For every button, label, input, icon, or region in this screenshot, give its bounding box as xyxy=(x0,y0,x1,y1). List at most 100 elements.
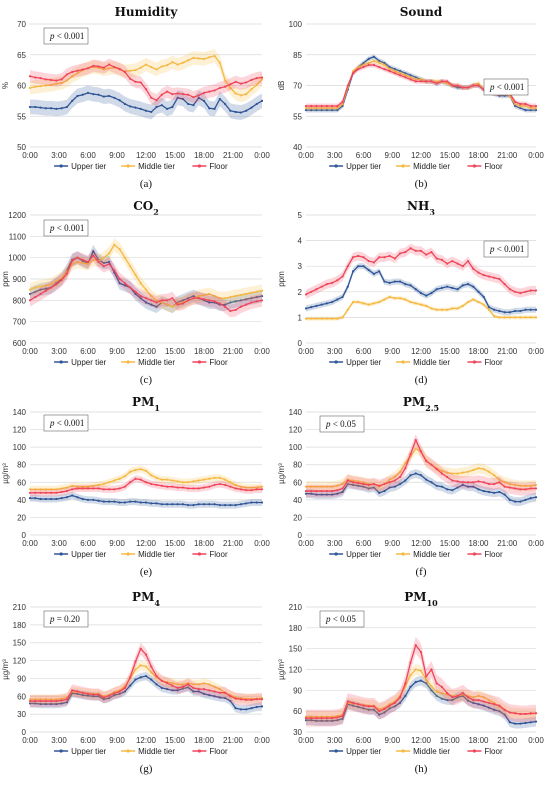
y-tick-label: 20 xyxy=(293,513,302,522)
data-point xyxy=(139,676,142,679)
x-tick-label: 0:00 xyxy=(254,736,270,745)
data-point xyxy=(466,699,470,702)
data-point xyxy=(331,106,334,110)
data-point xyxy=(65,79,69,82)
data-point xyxy=(513,102,517,106)
data-point xyxy=(171,485,174,488)
data-point xyxy=(250,78,253,82)
data-point xyxy=(155,476,158,479)
data-point xyxy=(357,480,360,483)
data-point xyxy=(260,299,264,302)
data-point xyxy=(118,501,121,504)
data-point xyxy=(482,700,485,703)
data-point xyxy=(49,698,53,701)
data-point xyxy=(367,483,370,487)
data-point xyxy=(76,256,79,259)
data-point xyxy=(234,92,237,95)
data-point xyxy=(234,483,237,487)
data-point xyxy=(461,304,464,307)
y-tick-label: 70 xyxy=(293,82,302,91)
data-point xyxy=(398,475,402,479)
data-point xyxy=(28,105,32,109)
confidence-band xyxy=(30,475,262,497)
data-point xyxy=(134,290,137,293)
panel-letter: (a) xyxy=(140,178,153,190)
data-point xyxy=(213,476,216,479)
legend-marker xyxy=(59,749,63,753)
y-axis-label: µg/m³ xyxy=(1,659,10,680)
data-point xyxy=(255,501,258,504)
data-point xyxy=(39,77,42,80)
data-point xyxy=(409,78,412,81)
y-tick-label: 40 xyxy=(17,496,26,505)
data-point xyxy=(102,95,105,98)
data-point xyxy=(372,55,376,58)
data-point xyxy=(388,65,391,69)
data-point xyxy=(529,109,532,112)
legend-label: Upper tier xyxy=(71,747,106,756)
data-point xyxy=(378,491,381,494)
x-tick-label: 21:00 xyxy=(497,539,518,548)
legend-marker xyxy=(401,749,405,753)
data-point xyxy=(482,704,485,707)
data-point xyxy=(419,303,423,306)
data-point xyxy=(440,472,444,475)
x-tick-label: 18:00 xyxy=(468,151,489,160)
x-tick-label: 6:00 xyxy=(356,347,372,356)
x-tick-label: 9:00 xyxy=(109,151,125,160)
y-tick-label: 4 xyxy=(298,237,303,246)
data-point xyxy=(513,712,517,715)
y-tick-label: 900 xyxy=(13,275,27,284)
data-point xyxy=(477,703,480,706)
data-point xyxy=(351,300,355,304)
data-point xyxy=(456,486,459,489)
data-point xyxy=(28,699,32,703)
data-point xyxy=(331,485,334,488)
data-point xyxy=(123,284,127,287)
data-point xyxy=(534,106,538,110)
data-point xyxy=(134,106,137,109)
legend-item-middle-tier: Middle tier xyxy=(396,550,450,559)
data-point xyxy=(208,90,211,93)
data-point xyxy=(435,308,438,311)
data-point xyxy=(65,489,69,493)
data-point xyxy=(451,307,454,310)
data-point xyxy=(181,685,185,688)
y-tick-label: 100 xyxy=(289,443,303,452)
x-tick-label: 6:00 xyxy=(80,151,96,160)
data-point xyxy=(446,471,449,474)
data-point xyxy=(477,488,480,491)
panel-title: CO2 xyxy=(133,199,159,217)
data-point xyxy=(176,63,179,66)
data-point xyxy=(55,702,58,706)
data-point xyxy=(160,484,163,487)
p-value-text: p < 0.001 xyxy=(49,31,84,41)
data-point xyxy=(534,720,538,723)
data-point xyxy=(482,295,485,299)
data-point xyxy=(367,61,370,65)
data-point xyxy=(176,683,179,686)
p-value-text: p < 0.001 xyxy=(49,418,84,428)
data-point xyxy=(192,294,195,298)
data-point xyxy=(372,486,376,489)
title-main: PM xyxy=(404,590,426,604)
data-point xyxy=(34,497,37,500)
data-point xyxy=(165,478,169,481)
data-point xyxy=(513,309,517,313)
data-point xyxy=(208,301,211,304)
x-tick-label: 0:00 xyxy=(254,151,270,160)
data-point xyxy=(393,297,396,300)
data-point xyxy=(304,717,308,720)
data-point xyxy=(255,77,258,80)
panel-letter: (g) xyxy=(140,763,153,775)
data-point xyxy=(39,106,42,109)
data-point xyxy=(393,68,396,71)
data-point xyxy=(49,488,53,491)
data-point xyxy=(39,85,42,88)
panel-title: Sound xyxy=(400,5,443,19)
data-point xyxy=(357,254,360,258)
data-point xyxy=(28,698,32,701)
x-tick-label: 9:00 xyxy=(109,347,125,356)
y-tick-label: 0 xyxy=(298,531,303,540)
p-value: < 0.001 xyxy=(55,223,85,233)
